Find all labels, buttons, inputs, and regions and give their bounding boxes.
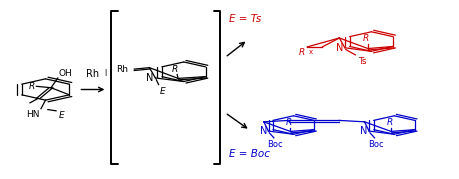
Text: Boc: Boc: [268, 140, 283, 149]
Text: R: R: [29, 82, 35, 91]
Text: R: R: [299, 48, 305, 57]
Text: Rh: Rh: [86, 69, 100, 79]
Text: R: R: [171, 65, 178, 74]
Text: R: R: [286, 118, 292, 127]
Text: N: N: [360, 126, 368, 136]
Text: N: N: [146, 73, 153, 83]
Text: HN: HN: [27, 110, 40, 118]
Text: E = Boc: E = Boc: [230, 149, 270, 159]
Text: E = Ts: E = Ts: [230, 14, 262, 24]
Text: Rh: Rh: [116, 65, 128, 74]
Text: N: N: [336, 43, 343, 53]
Text: R: R: [386, 118, 393, 127]
Text: E: E: [159, 87, 165, 96]
Text: OH: OH: [59, 69, 73, 78]
Text: R: R: [363, 34, 369, 43]
Text: Boc: Boc: [368, 140, 384, 149]
Text: x: x: [308, 49, 313, 55]
Text: I: I: [104, 69, 106, 78]
Text: E: E: [58, 111, 64, 120]
Text: Ts: Ts: [358, 57, 366, 66]
Text: N: N: [260, 126, 267, 136]
